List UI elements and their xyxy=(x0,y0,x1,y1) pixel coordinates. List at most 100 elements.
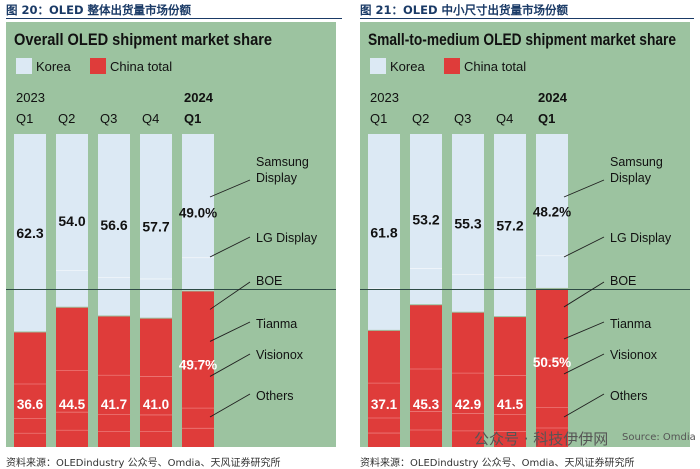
bar-china xyxy=(368,330,400,447)
company-label: Others xyxy=(256,389,294,403)
legend-label-china: China total xyxy=(464,59,526,74)
bar-china xyxy=(98,316,130,447)
legend-label-china: China total xyxy=(110,59,172,74)
data-label-korea: 62.3 xyxy=(16,225,43,241)
quarter-label: Q4 xyxy=(496,111,513,126)
data-label-korea: 53.2 xyxy=(412,212,439,228)
leader-line xyxy=(563,236,605,258)
legend-swatch-korea xyxy=(16,58,32,74)
data-label-korea: 61.8 xyxy=(370,224,397,240)
small-medium-oled-chart: Small-to-medium OLED shipment market sha… xyxy=(360,22,690,447)
data-label-china: 50.5% xyxy=(533,355,571,370)
year-label: 2023 xyxy=(16,90,45,105)
bar-china xyxy=(56,307,88,447)
year-label: 2024 xyxy=(184,90,214,105)
data-label-korea: 56.6 xyxy=(100,217,127,233)
company-label: Samsung xyxy=(256,155,309,169)
company-label: Display xyxy=(610,171,652,185)
legend-swatch-korea xyxy=(370,58,386,74)
caption-rule-right xyxy=(360,18,694,19)
data-label-korea: 54.0 xyxy=(58,213,85,229)
watermark-text: 公众号 · 科技伊伊网 xyxy=(474,430,609,448)
quarter-label: Q3 xyxy=(100,111,117,126)
data-label-china: 45.3 xyxy=(413,397,440,412)
data-label-korea: 48.2% xyxy=(533,204,571,219)
company-label: Tianma xyxy=(610,317,651,331)
bar-korea xyxy=(182,134,214,291)
company-label: Visionox xyxy=(610,348,658,362)
company-label: LG Display xyxy=(610,231,672,245)
leader-line xyxy=(209,393,251,418)
bar-korea xyxy=(14,134,46,332)
data-label-china: 41.7 xyxy=(101,397,127,412)
data-label-korea: 49.0% xyxy=(179,206,217,221)
quarter-label: Q1 xyxy=(16,111,33,126)
data-label-china: 41.5 xyxy=(497,397,524,412)
bar-china xyxy=(494,317,526,447)
company-label: BOE xyxy=(256,274,282,288)
company-label: Others xyxy=(610,389,648,403)
leader-line xyxy=(563,281,605,308)
company-label: Samsung xyxy=(610,155,663,169)
bar-korea xyxy=(494,134,526,317)
bar-china xyxy=(536,288,568,447)
year-label: 2024 xyxy=(538,90,568,105)
data-label-korea: 55.3 xyxy=(454,215,481,231)
leader-line xyxy=(209,281,251,310)
watermark-source: Source: Omdia xyxy=(622,432,696,443)
quarter-label: Q4 xyxy=(142,111,159,126)
bar-china xyxy=(140,318,172,447)
caption-rule-left xyxy=(6,18,342,19)
bar-china xyxy=(410,305,442,447)
year-label: 2023 xyxy=(370,90,399,105)
bar-korea xyxy=(368,134,400,330)
bar-china xyxy=(452,312,484,447)
bar-korea xyxy=(140,134,172,318)
bar-korea xyxy=(452,134,484,312)
company-label: LG Display xyxy=(256,231,318,245)
legend-label-korea: Korea xyxy=(390,59,425,74)
quarter-label: Q1 xyxy=(370,111,387,126)
company-label: BOE xyxy=(610,274,636,288)
leader-line xyxy=(563,321,605,340)
data-label-china: 37.1 xyxy=(371,397,398,412)
chart-title: Overall OLED shipment market share xyxy=(14,30,272,49)
data-label-china: 44.5 xyxy=(59,397,86,412)
quarter-label: Q2 xyxy=(412,111,429,126)
bar-china xyxy=(182,291,214,447)
quarter-label: Q1 xyxy=(538,111,555,126)
leader-line xyxy=(209,179,251,198)
chart-title: Small-to-medium OLED shipment market sha… xyxy=(368,30,676,49)
leader-line xyxy=(563,179,605,198)
bar-korea xyxy=(410,134,442,305)
company-label: Visionox xyxy=(256,348,304,362)
leader-line xyxy=(209,353,251,377)
data-label-china: 42.9 xyxy=(455,397,481,412)
quarter-label: Q3 xyxy=(454,111,471,126)
bar-korea xyxy=(56,134,88,307)
source-note-right: 资料来源：OLEDindustry 公众号、Omdia、天风证券研究所 xyxy=(360,458,635,469)
bar-korea xyxy=(98,134,130,316)
figure-caption-right: 图 21：OLED 中小尺寸出货量市场份额 xyxy=(360,3,569,17)
overall-oled-chart: Overall OLED shipment market share Korea C… xyxy=(6,22,336,447)
bar-china xyxy=(14,332,46,447)
company-label: Display xyxy=(256,171,298,185)
leader-line xyxy=(209,236,251,258)
data-label-china: 36.6 xyxy=(17,397,44,412)
figure-caption-left: 图 20：OLED 整体出货量市场份额 xyxy=(6,3,192,17)
data-label-china: 49.7% xyxy=(179,357,217,372)
bar-korea xyxy=(536,134,568,288)
legend-swatch-china xyxy=(90,58,106,74)
data-label-korea: 57.7 xyxy=(142,218,169,234)
company-label: Tianma xyxy=(256,317,297,331)
quarter-label: Q2 xyxy=(58,111,75,126)
quarter-label: Q1 xyxy=(184,111,201,126)
legend-label-korea: Korea xyxy=(36,59,71,74)
leader-line xyxy=(209,321,251,342)
leader-line xyxy=(563,353,605,375)
source-note-left: 资料来源：OLEDindustry 公众号、Omdia、天风证券研究所 xyxy=(6,458,281,469)
data-label-korea: 57.2 xyxy=(496,218,523,234)
data-label-china: 41.0 xyxy=(143,397,169,412)
leader-line xyxy=(563,393,605,418)
legend-swatch-china xyxy=(444,58,460,74)
